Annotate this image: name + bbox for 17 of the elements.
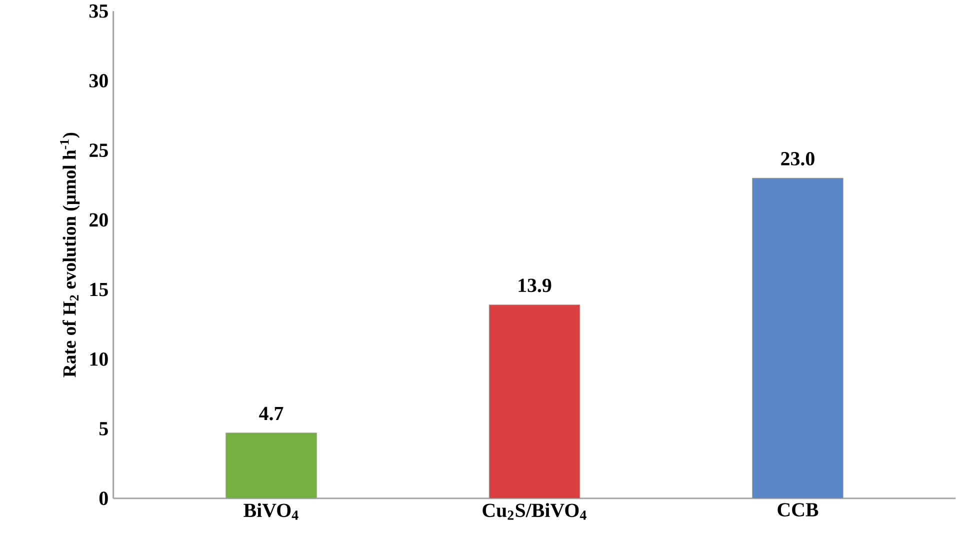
y-tick-label: 20	[90, 213, 108, 227]
data-label: 13.9	[518, 278, 552, 292]
y-tick-label: 10	[90, 352, 108, 366]
x-tick-label: BiVO$_{4}$	[244, 503, 298, 520]
y-tick-label: 30	[89, 74, 108, 88]
y-tick-label: 25	[90, 144, 108, 157]
x-tick-label: CCB	[778, 503, 818, 516]
y-tick-label: 5	[99, 422, 108, 436]
bar	[226, 432, 317, 498]
data-label: 4.7	[259, 406, 284, 420]
data-label: 23.0	[781, 152, 814, 166]
bar	[752, 178, 844, 498]
y-tick-label: 35	[89, 4, 108, 18]
y-tick-label: 0	[99, 492, 108, 506]
y-axis-title: Rate of H$_{2}$ evolution (μmol h$^{-1}$)	[60, 132, 80, 378]
y-tick-label: 15	[90, 282, 108, 296]
x-tick-label: Cu$_{2}$S/BiVO$_{4}$	[482, 503, 586, 520]
